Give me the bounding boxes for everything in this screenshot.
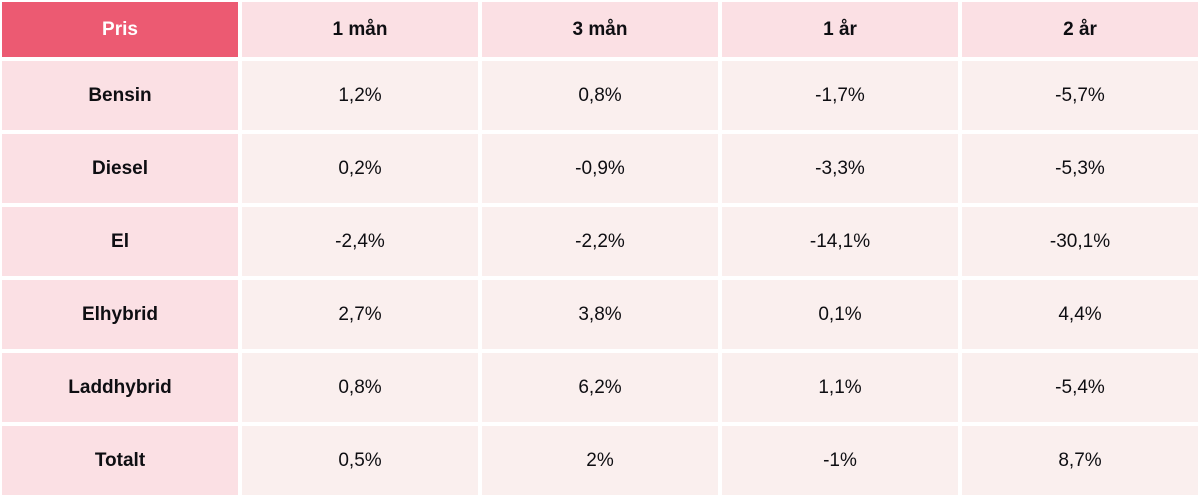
cell-value: 1,1% <box>720 351 960 424</box>
cell-value: -1,7% <box>720 59 960 132</box>
cell-value: 6,2% <box>480 351 720 424</box>
price-change-table: Pris 1 mån 3 mån 1 år 2 år Bensin 1,2% 0… <box>0 0 1200 497</box>
row-label: Diesel <box>0 132 240 205</box>
header-period: 2 år <box>960 0 1200 59</box>
table-row: Totalt 0,5% 2% -1% 8,7% <box>0 424 1200 497</box>
cell-value: -5,3% <box>960 132 1200 205</box>
header-period: 3 mån <box>480 0 720 59</box>
cell-value: 2,7% <box>240 278 480 351</box>
cell-value: -0,9% <box>480 132 720 205</box>
row-label: Bensin <box>0 59 240 132</box>
header-period: 1 år <box>720 0 960 59</box>
row-label: Totalt <box>0 424 240 497</box>
cell-value: 0,8% <box>480 59 720 132</box>
header-corner: Pris <box>0 0 240 59</box>
table-row: El -2,4% -2,2% -14,1% -30,1% <box>0 205 1200 278</box>
row-label: El <box>0 205 240 278</box>
cell-value: 0,5% <box>240 424 480 497</box>
cell-value: 0,8% <box>240 351 480 424</box>
cell-value: 0,2% <box>240 132 480 205</box>
cell-value: 2% <box>480 424 720 497</box>
table-row: Elhybrid 2,7% 3,8% 0,1% 4,4% <box>0 278 1200 351</box>
cell-value: 8,7% <box>960 424 1200 497</box>
cell-value: 1,2% <box>240 59 480 132</box>
header-period: 1 mån <box>240 0 480 59</box>
cell-value: -3,3% <box>720 132 960 205</box>
table-header-row: Pris 1 mån 3 mån 1 år 2 år <box>0 0 1200 59</box>
cell-value: -2,4% <box>240 205 480 278</box>
cell-value: 4,4% <box>960 278 1200 351</box>
table-row: Diesel 0,2% -0,9% -3,3% -5,3% <box>0 132 1200 205</box>
cell-value: -5,7% <box>960 59 1200 132</box>
table-row: Laddhybrid 0,8% 6,2% 1,1% -5,4% <box>0 351 1200 424</box>
row-label: Elhybrid <box>0 278 240 351</box>
cell-value: -14,1% <box>720 205 960 278</box>
cell-value: 3,8% <box>480 278 720 351</box>
cell-value: -1% <box>720 424 960 497</box>
cell-value: -30,1% <box>960 205 1200 278</box>
row-label: Laddhybrid <box>0 351 240 424</box>
cell-value: 0,1% <box>720 278 960 351</box>
table-row: Bensin 1,2% 0,8% -1,7% -5,7% <box>0 59 1200 132</box>
cell-value: -5,4% <box>960 351 1200 424</box>
cell-value: -2,2% <box>480 205 720 278</box>
